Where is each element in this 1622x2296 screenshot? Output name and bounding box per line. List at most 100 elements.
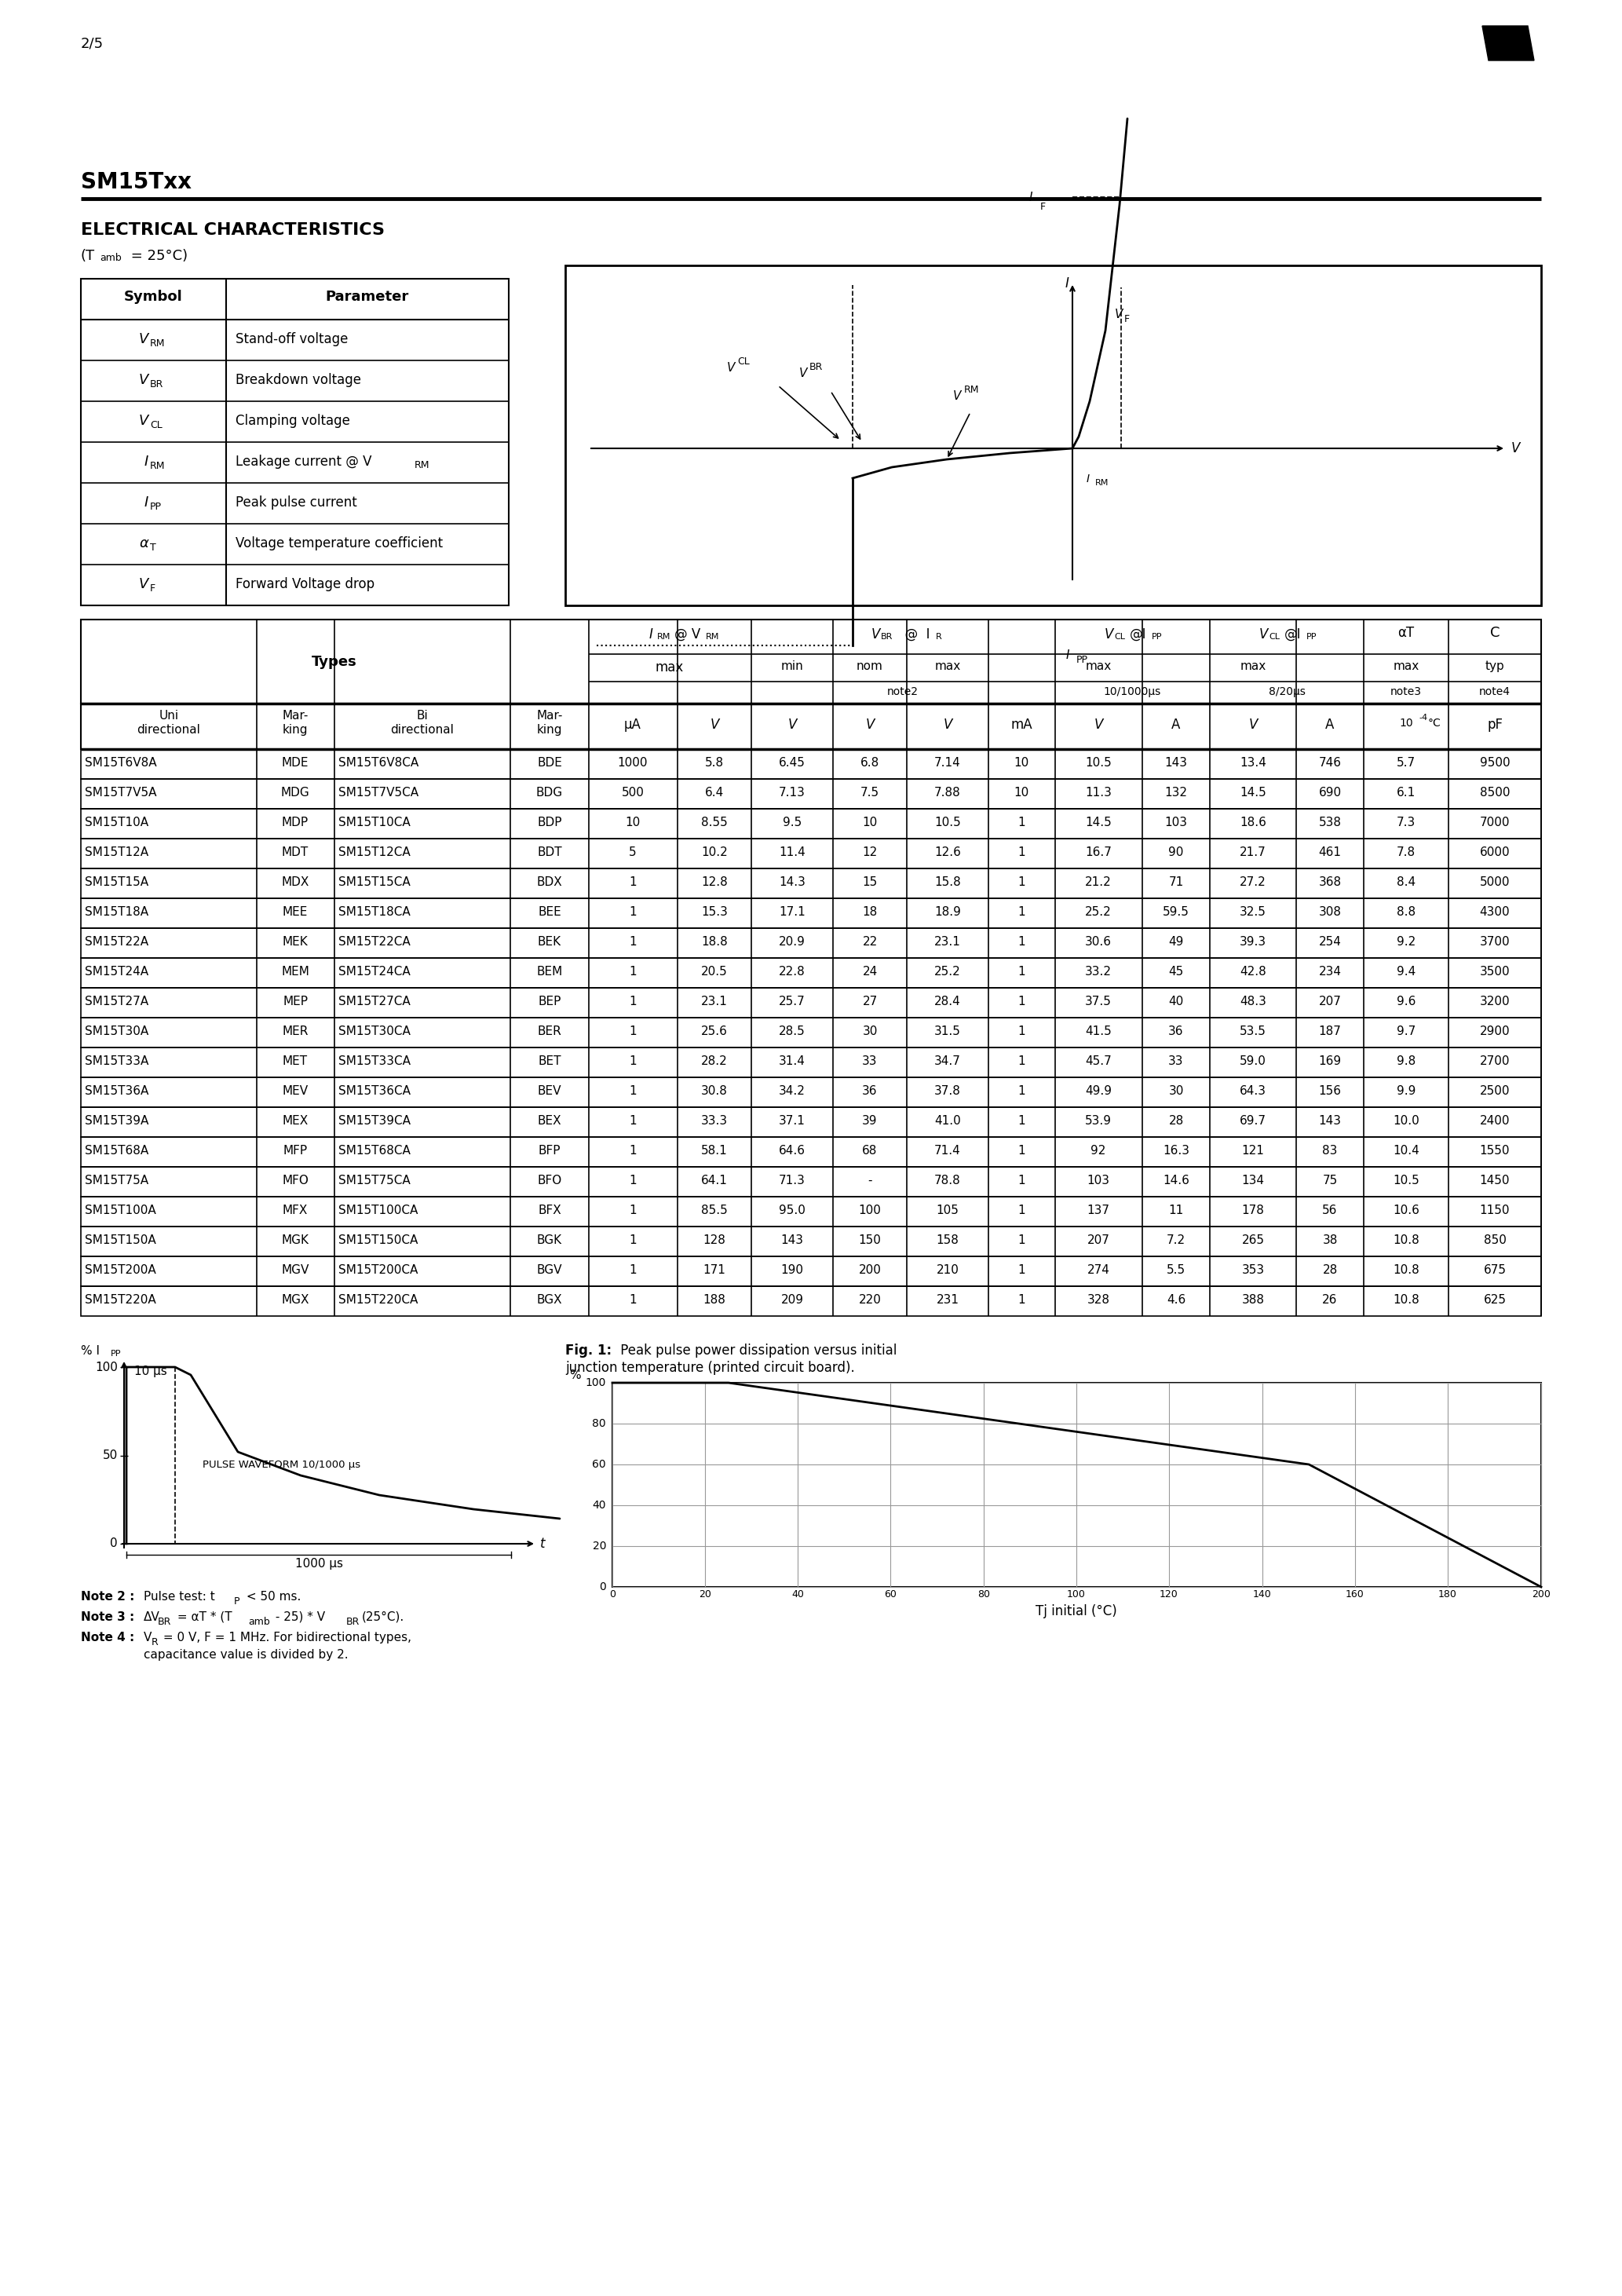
Text: 207: 207: [1319, 996, 1341, 1008]
Text: SM15T75CA: SM15T75CA: [339, 1176, 410, 1187]
Bar: [81, 928, 1541, 957]
Text: Note 3 :: Note 3 :: [81, 1612, 135, 1623]
Text: 6.1: 6.1: [1397, 788, 1416, 799]
Text: 10.8: 10.8: [1393, 1235, 1419, 1247]
Text: 1: 1: [1017, 1235, 1025, 1247]
Text: 10: 10: [1400, 719, 1413, 728]
Text: 80: 80: [978, 1589, 989, 1600]
Text: pF: pF: [1487, 719, 1502, 732]
Text: V: V: [1259, 627, 1268, 641]
Text: 53.5: 53.5: [1239, 1026, 1267, 1038]
Text: 7.14: 7.14: [934, 758, 960, 769]
Text: 14.5: 14.5: [1085, 817, 1111, 829]
Text: MEM: MEM: [281, 967, 310, 978]
Text: 675: 675: [1484, 1265, 1507, 1277]
Text: V: V: [800, 367, 808, 379]
Text: 20: 20: [699, 1589, 710, 1600]
Bar: [81, 1047, 1541, 1077]
Text: 34.7: 34.7: [934, 1056, 960, 1068]
Text: 12.8: 12.8: [701, 877, 728, 889]
Text: αT: αT: [1398, 627, 1414, 641]
Text: 6.8: 6.8: [860, 758, 879, 769]
Text: RM: RM: [149, 461, 165, 471]
Bar: [81, 278, 509, 606]
Text: SM15T30CA: SM15T30CA: [339, 1026, 410, 1038]
Text: 9.4: 9.4: [1397, 967, 1416, 978]
Text: 169: 169: [1319, 1056, 1341, 1068]
Text: BR: BR: [149, 379, 164, 390]
Text: 1: 1: [1017, 1026, 1025, 1038]
Text: A: A: [1325, 719, 1335, 732]
Text: V: V: [954, 390, 962, 402]
Text: 9.5: 9.5: [783, 817, 801, 829]
Text: SM15T27CA: SM15T27CA: [339, 996, 410, 1008]
Text: 1450: 1450: [1479, 1176, 1510, 1187]
Text: MGK: MGK: [282, 1235, 308, 1247]
Text: BEX: BEX: [537, 1116, 561, 1127]
Text: 7.5: 7.5: [860, 788, 879, 799]
Text: SM15T15A: SM15T15A: [84, 877, 149, 889]
Text: 10/1000μs: 10/1000μs: [1103, 687, 1161, 698]
Text: I: I: [144, 455, 148, 468]
Text: capacitance value is divided by 2.: capacitance value is divided by 2.: [144, 1649, 349, 1660]
Text: king: king: [537, 723, 563, 735]
Text: 14.5: 14.5: [1239, 788, 1267, 799]
Text: 10: 10: [1014, 788, 1028, 799]
Text: PP: PP: [1077, 654, 1088, 666]
Text: R: R: [936, 634, 942, 641]
Text: 538: 538: [1319, 817, 1341, 829]
Text: 234: 234: [1319, 967, 1341, 978]
Text: king: king: [282, 723, 308, 735]
Text: 2500: 2500: [1479, 1086, 1510, 1097]
Text: 158: 158: [936, 1235, 959, 1247]
Text: 60: 60: [884, 1589, 897, 1600]
Text: 10.8: 10.8: [1393, 1265, 1419, 1277]
Text: 71.3: 71.3: [779, 1176, 806, 1187]
Text: CL: CL: [1114, 634, 1126, 641]
Text: 137: 137: [1087, 1205, 1109, 1217]
Text: 20.9: 20.9: [779, 937, 806, 948]
Text: 103: 103: [1165, 817, 1187, 829]
Text: 92: 92: [1090, 1146, 1106, 1157]
Text: 10.5: 10.5: [1393, 1176, 1419, 1187]
Text: Stand-off voltage: Stand-off voltage: [235, 333, 349, 347]
Text: 7000: 7000: [1479, 817, 1510, 829]
Text: CL: CL: [1268, 634, 1280, 641]
Text: 58.1: 58.1: [701, 1146, 728, 1157]
Text: SM15T7V5CA: SM15T7V5CA: [339, 788, 418, 799]
Text: 23.1: 23.1: [934, 937, 960, 948]
Text: BEV: BEV: [537, 1086, 561, 1097]
Text: Forward Voltage drop: Forward Voltage drop: [235, 576, 375, 592]
Text: SM15T68CA: SM15T68CA: [339, 1146, 410, 1157]
Text: SM15T30A: SM15T30A: [84, 1026, 149, 1038]
Text: Mar-: Mar-: [537, 709, 563, 721]
Text: 461: 461: [1319, 847, 1341, 859]
Text: 85.5: 85.5: [701, 1205, 728, 1217]
Text: nom: nom: [856, 661, 884, 673]
Text: 30.6: 30.6: [1085, 937, 1111, 948]
Text: 6.4: 6.4: [706, 788, 723, 799]
Text: 90: 90: [1168, 847, 1184, 859]
Text: Uni: Uni: [159, 709, 178, 721]
Text: SM15T18A: SM15T18A: [84, 907, 149, 918]
Text: 40: 40: [792, 1589, 805, 1600]
Text: 64.3: 64.3: [1239, 1086, 1267, 1097]
Text: SM15T75A: SM15T75A: [84, 1176, 149, 1187]
Text: 15.8: 15.8: [934, 877, 960, 889]
Text: RM: RM: [1095, 480, 1109, 487]
Text: 180: 180: [1439, 1589, 1457, 1600]
Text: 1: 1: [629, 996, 636, 1008]
Text: 1: 1: [1017, 1086, 1025, 1097]
Text: 30.8: 30.8: [701, 1086, 728, 1097]
Text: 83: 83: [1322, 1146, 1338, 1157]
Text: 625: 625: [1484, 1295, 1507, 1306]
Text: MET: MET: [282, 1056, 308, 1068]
Text: 1: 1: [629, 967, 636, 978]
Text: 15.3: 15.3: [701, 907, 728, 918]
Text: 265: 265: [1241, 1235, 1265, 1247]
Text: 0: 0: [599, 1582, 607, 1593]
Text: 30: 30: [863, 1026, 878, 1038]
Text: max: max: [655, 661, 684, 675]
Text: 37.1: 37.1: [779, 1116, 806, 1127]
Text: SM15T220A: SM15T220A: [84, 1295, 156, 1306]
